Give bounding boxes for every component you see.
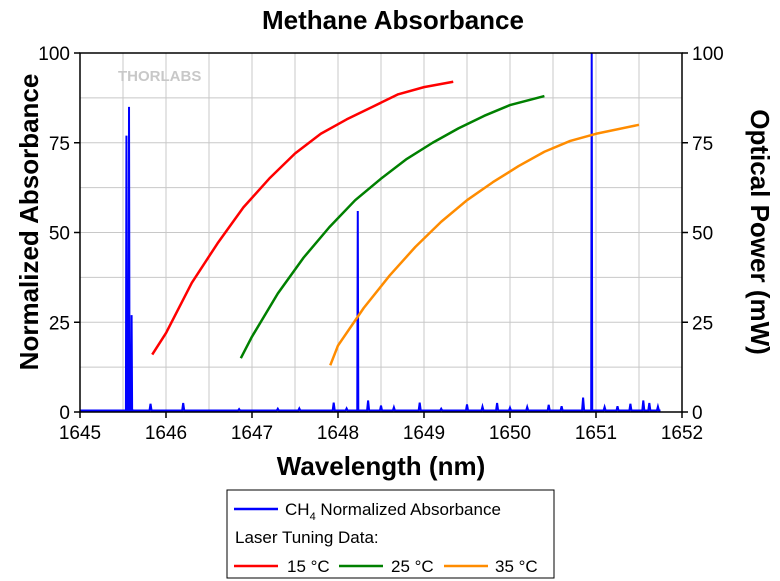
x-tick-label: 1648	[317, 423, 359, 444]
y-left-tick-label: 50	[49, 224, 70, 245]
y-right-tick-label: 25	[692, 313, 713, 334]
y-right-tick-label: 100	[692, 44, 724, 65]
legend: CH4 Normalized Absorbance Laser Tuning D…	[226, 489, 555, 579]
y-axis-right-title: Optical Power (mW)	[745, 109, 775, 355]
legend-label-absorbance: CH4 Normalized Absorbance	[285, 500, 501, 523]
legend-absorbance-suffix: Normalized Absorbance	[316, 500, 501, 519]
thorlabs-watermark: THORLABS	[118, 68, 201, 85]
chart-title: Methane Absorbance	[262, 5, 524, 35]
legend-label-35c: 35 °C	[495, 557, 538, 576]
x-tick-label: 1646	[145, 423, 187, 444]
y-right-tick-label: 0	[692, 403, 703, 424]
y-right-tick-label: 75	[692, 134, 713, 155]
y-axis-left-title: Normalized Absorbance	[14, 74, 44, 371]
y-right-tick-label: 50	[692, 224, 713, 245]
y-left-tick-label: 25	[49, 313, 70, 334]
x-tick-label: 1649	[403, 423, 445, 444]
y-left-tick-label: 75	[49, 134, 70, 155]
x-tick-label: 1650	[489, 423, 531, 444]
x-tick-label: 1651	[575, 423, 617, 444]
series-line-laser-tuning-0	[151, 80, 454, 356]
plot-data	[80, 52, 661, 412]
series-line-laser-tuning-2	[329, 123, 640, 366]
x-axis-title: Wavelength (nm)	[277, 451, 485, 481]
legend-absorbance-subscript: 4	[310, 511, 316, 523]
legend-box	[226, 489, 555, 579]
x-tick-label: 1652	[661, 423, 703, 444]
y-left-tick-label: 100	[38, 44, 70, 65]
series-line-laser-tuning-1	[239, 94, 545, 359]
x-tick-label: 1645	[59, 423, 101, 444]
legend-label-15c: 15 °C	[287, 557, 330, 576]
legend-tuning-heading: Laser Tuning Data:	[235, 528, 379, 547]
legend-label-25c: 25 °C	[391, 557, 434, 576]
series-line-ch4-absorbance	[80, 52, 661, 412]
y-left-tick-label: 0	[59, 403, 70, 424]
grid	[80, 53, 682, 412]
legend-absorbance-prefix: CH	[285, 500, 310, 519]
x-tick-label: 1647	[231, 423, 273, 444]
axis-ticks: 1645 1646 1647 1648 1649 1650 1651 165202550751…	[38, 44, 723, 444]
